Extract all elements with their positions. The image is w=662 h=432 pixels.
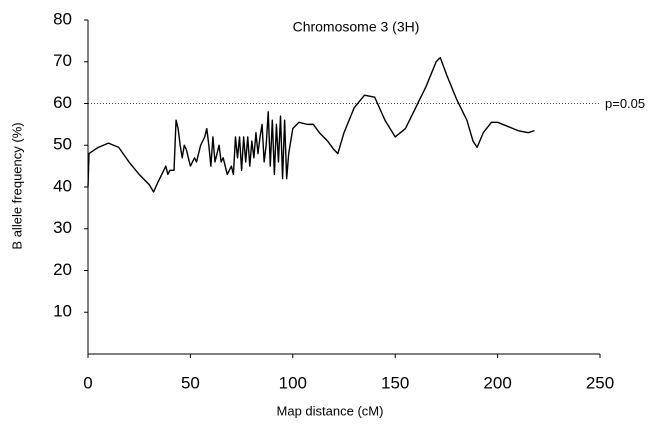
y-tick-label: 60 bbox=[53, 93, 72, 112]
x-tick-label: 150 bbox=[381, 373, 409, 392]
y-axis-title: B allele frequency (%) bbox=[9, 122, 24, 249]
x-tick-label: 100 bbox=[279, 373, 307, 392]
chart-title: Chromosome 3 (3H) bbox=[293, 19, 420, 35]
y-tick-label: 10 bbox=[53, 302, 72, 321]
y-tick-label: 30 bbox=[53, 218, 72, 237]
x-axis-title: Map distance (cM) bbox=[277, 403, 384, 418]
y-tick-label: 20 bbox=[53, 260, 72, 279]
x-tick-label: 0 bbox=[83, 373, 92, 392]
y-tick-label: 40 bbox=[53, 176, 72, 195]
data-line bbox=[87, 56, 535, 193]
threshold-label: p=0.05 bbox=[605, 96, 645, 111]
y-tick-label: 70 bbox=[53, 51, 72, 70]
x-tick-label: 250 bbox=[586, 373, 614, 392]
y-tick-label: 80 bbox=[53, 9, 72, 28]
x-tick-label: 200 bbox=[483, 373, 511, 392]
y-tick-label: 50 bbox=[53, 135, 72, 154]
x-tick-label: 50 bbox=[181, 373, 200, 392]
